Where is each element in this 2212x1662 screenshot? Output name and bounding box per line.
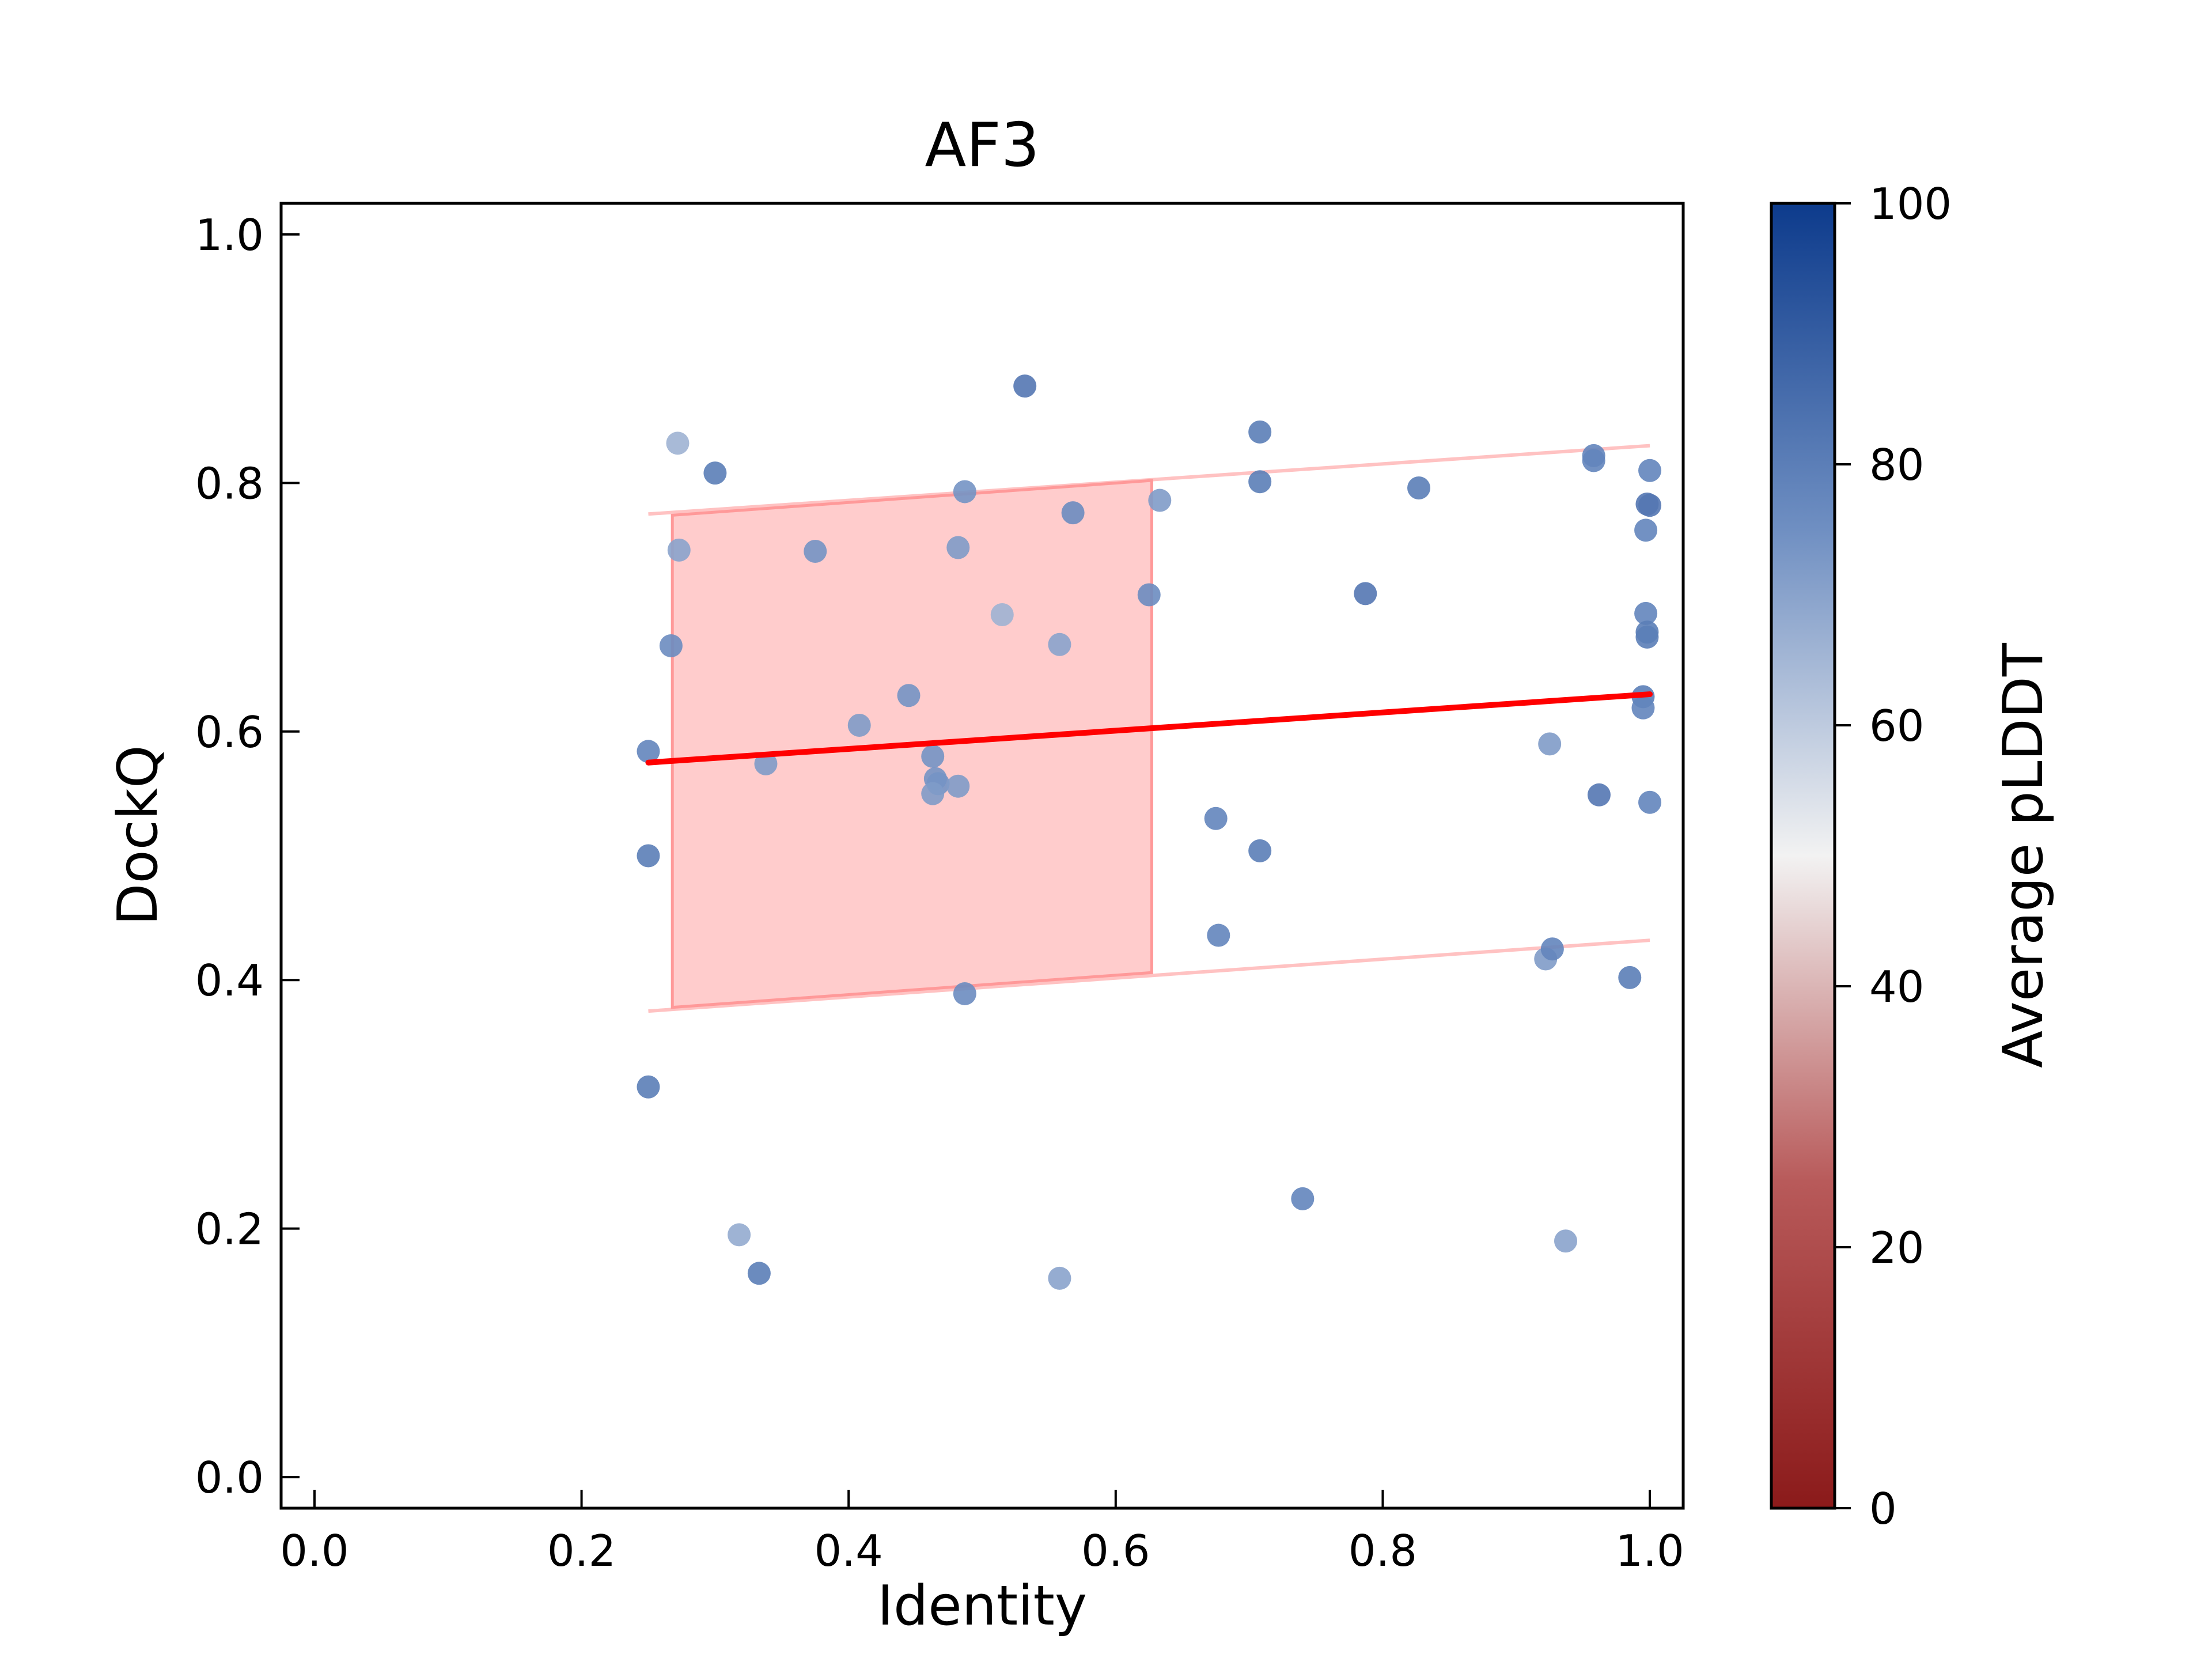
y-tick-label: 0.2 [195, 1204, 264, 1255]
colorbar-tick-label: 100 [1869, 179, 1952, 229]
x-tick-label: 0.6 [1081, 1525, 1150, 1576]
data-point [804, 540, 827, 563]
x-axis-label: Identity [877, 1574, 1087, 1638]
axes-layer: 0.0 0.2 0.4 0.6 0.8 1.0 0.0 0.2 0.4 0.6 0.8 1.0 [195, 202, 1685, 1576]
y-axis-label: DockQ [107, 745, 170, 925]
colorbar: 0 20 40 60 80 100 [1770, 179, 1952, 1534]
data-point [1587, 783, 1611, 807]
data-point [1248, 420, 1272, 444]
colorbar-tick-label: 80 [1869, 440, 1924, 490]
data-point [1540, 937, 1564, 961]
colorbar-tick-label: 0 [1869, 1483, 1897, 1534]
data-point [1048, 633, 1071, 656]
data-point [1634, 518, 1658, 542]
y-tick-label: 0.6 [195, 707, 264, 758]
data-point [1631, 696, 1655, 720]
data-point [747, 1262, 771, 1285]
band-lower-line [648, 938, 1650, 1013]
data-point [637, 1075, 660, 1099]
x-tick-label: 0.4 [815, 1525, 883, 1576]
data-point [921, 744, 945, 768]
y-tick-label: 0.4 [195, 955, 264, 1006]
points-layer [637, 374, 1662, 1290]
data-point [754, 752, 778, 775]
plot-frame [279, 202, 1685, 1510]
colorbar-gradient [1770, 202, 1836, 1510]
data-point [1013, 374, 1037, 398]
chart-title: AF3 [925, 110, 1039, 180]
data-point [1638, 790, 1662, 814]
data-point [659, 634, 683, 657]
data-point [1148, 489, 1172, 512]
data-point [946, 774, 970, 798]
data-point [1618, 966, 1642, 989]
x-tick-label: 0.2 [547, 1525, 616, 1576]
data-point [666, 431, 690, 455]
data-point [703, 461, 727, 485]
data-point [1407, 476, 1431, 499]
fit-line [645, 691, 1653, 766]
data-point [953, 982, 976, 1005]
data-point [667, 538, 691, 562]
y-tick-label: 0.8 [195, 458, 264, 509]
data-point [1291, 1187, 1315, 1210]
colorbar-tick-label: 60 [1869, 701, 1924, 751]
data-point [847, 714, 871, 737]
data-point [1582, 449, 1605, 472]
y-tick-label: 1.0 [195, 210, 264, 260]
y-tick-label: 0.0 [195, 1452, 264, 1503]
data-point [1635, 625, 1659, 649]
x-tick-label: 0.8 [1349, 1525, 1417, 1576]
data-point [637, 740, 660, 763]
data-point [953, 480, 976, 503]
data-point [946, 536, 970, 559]
colorbar-label: Average pLDDT [1992, 642, 2055, 1068]
data-point [1354, 582, 1377, 605]
data-point [1207, 923, 1230, 947]
x-tick-label: 0.0 [280, 1525, 349, 1576]
data-point [1248, 470, 1272, 494]
data-point [1137, 583, 1161, 607]
data-point [1204, 807, 1228, 830]
colorbar-tick-label: 40 [1869, 961, 1924, 1012]
data-point [897, 684, 921, 707]
x-tick-label: 1.0 [1615, 1525, 1684, 1576]
data-point [637, 844, 660, 868]
data-point [1638, 494, 1662, 517]
data-point [1048, 1266, 1071, 1290]
data-point [1248, 839, 1272, 862]
data-point [921, 782, 945, 805]
data-point [728, 1223, 751, 1247]
data-point [1634, 601, 1658, 625]
data-point [990, 603, 1014, 627]
data-point [1554, 1229, 1578, 1253]
data-point [1538, 732, 1562, 756]
fit-line-layer [645, 691, 1653, 766]
data-point [1061, 501, 1085, 525]
colorbar-tick-label: 20 [1869, 1222, 1924, 1273]
data-point [1638, 459, 1662, 482]
